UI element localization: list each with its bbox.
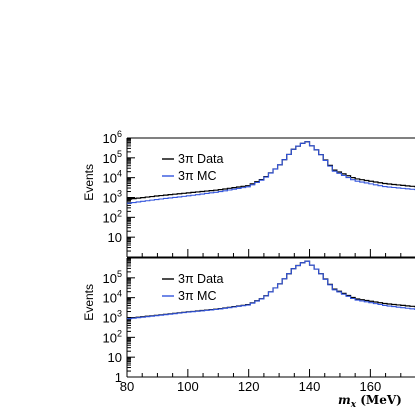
y-tick-label: 105 (103, 149, 122, 166)
y-tick-label: 10 (108, 350, 122, 365)
x-tick-label: 140 (299, 379, 321, 394)
series-line-mc (127, 141, 415, 204)
x-tick-label: 100 (177, 379, 199, 394)
y-tick-label: 1 (115, 370, 122, 385)
series-line-data (127, 260, 415, 319)
y-tick-label: 104 (103, 169, 122, 186)
x-tick-label: 120 (238, 379, 260, 394)
x-tick-label: 160 (360, 379, 382, 394)
legend-entry: 3π MC (178, 169, 217, 183)
y-tick-label: 102 (103, 328, 122, 345)
y-tick-label: 104 (103, 289, 122, 306)
panel-bottom: 1 10 102 103 104 105 Events 3π Data 3π MC (82, 257, 415, 385)
y-tick-label: 103 (103, 309, 122, 326)
legend-entry: 3π Data (178, 272, 224, 286)
legend: 3π Data 3π MC (162, 152, 224, 183)
legend-entry: 3π Data (178, 152, 224, 166)
series-line-mc (127, 260, 415, 320)
y-tick-label: 102 (103, 208, 122, 225)
x-axis-label: mx (MeV) (338, 393, 402, 410)
panel-top: 10 102 103 104 105 106 Events 3π Data 3π MC (82, 129, 415, 258)
x-tick-labels: 80 100 120 140 160 (120, 379, 381, 394)
legend-entry: 3π MC (178, 289, 217, 303)
y-axis-label: Events (82, 164, 96, 201)
y-axis-label: Events (82, 284, 96, 321)
y-tick-label: 103 (103, 189, 122, 206)
y-tick-label: 106 (103, 129, 122, 146)
series-line-data (127, 141, 415, 200)
x-tick-label: 80 (120, 379, 134, 394)
y-tick-label: 10 (108, 230, 122, 245)
legend: 3π Data 3π MC (162, 272, 224, 303)
y-tick-label: 105 (103, 269, 122, 286)
